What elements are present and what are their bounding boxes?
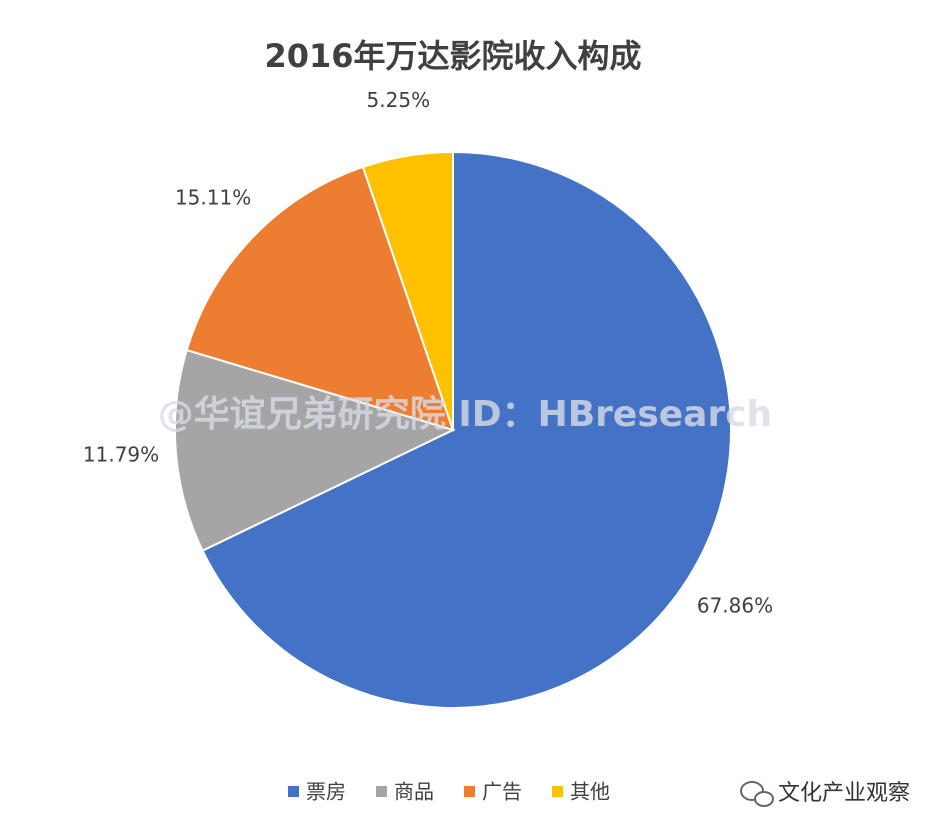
legend-swatch [552, 786, 563, 797]
pie-slice [361, 150, 454, 431]
data-label: 11.79% [83, 443, 159, 467]
legend-label: 其他 [570, 780, 610, 804]
legend: 票房 商品 广告 其他 [288, 780, 610, 804]
legend-swatch [288, 786, 299, 797]
pie [174, 150, 732, 709]
data-label: 5.25% [367, 88, 431, 112]
legend-label: 商品 [394, 780, 434, 804]
pie-slice [201, 150, 732, 709]
logo-icon [740, 781, 764, 801]
watermark: @华谊兄弟研究院 ID：HBresearch [158, 394, 772, 435]
pie-slice [174, 348, 456, 553]
source-label: 文化产业观察 [778, 781, 910, 806]
legend-swatch [464, 786, 475, 797]
pie-slice [185, 165, 455, 432]
legend-swatch [376, 786, 387, 797]
legend-label: 票房 [306, 780, 346, 804]
data-label: 15.11% [175, 186, 251, 210]
data-label: 67.86% [697, 594, 773, 618]
chart-title: 2016年万达影院收入构成 [264, 37, 641, 75]
source-logo [740, 781, 774, 807]
legend-label: 广告 [482, 780, 522, 804]
logo-icon [754, 791, 774, 807]
